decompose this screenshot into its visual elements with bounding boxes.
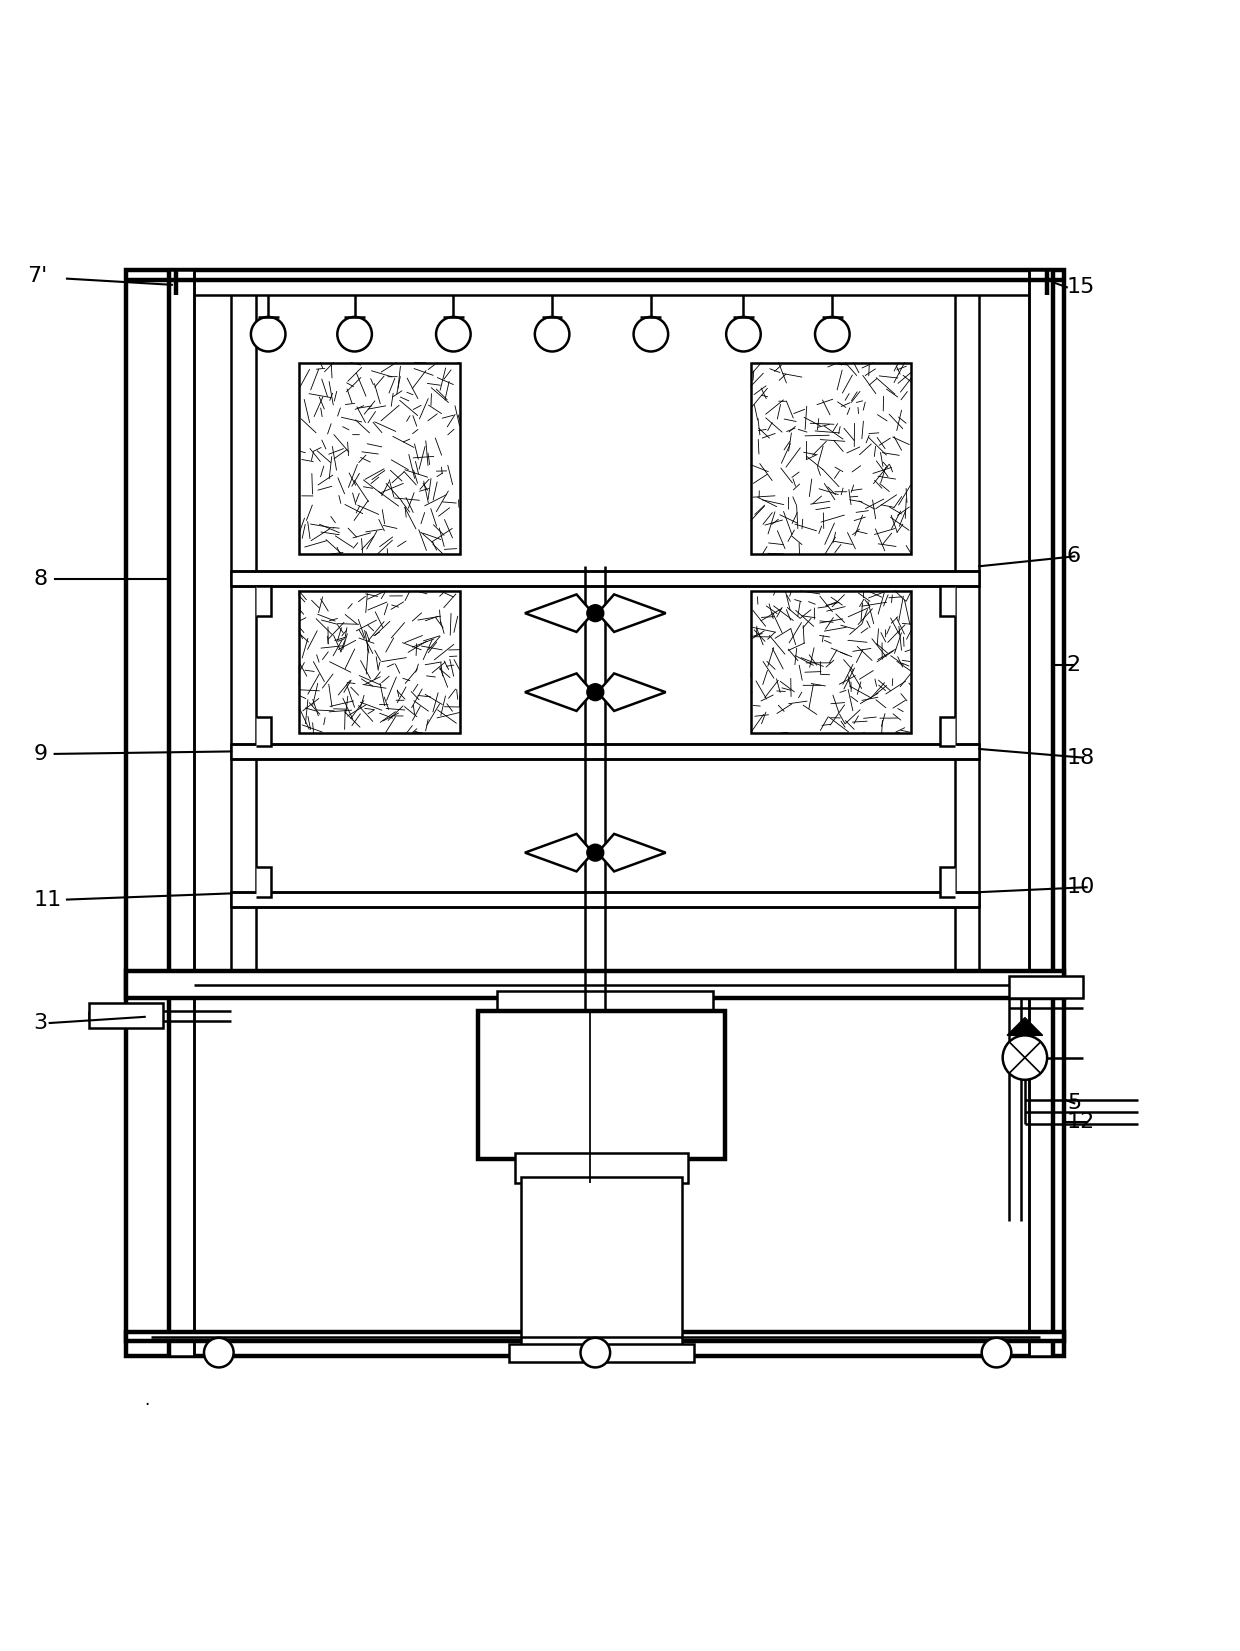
- Bar: [508, 1344, 694, 1362]
- Polygon shape: [1007, 1017, 1043, 1035]
- Text: .: .: [145, 1390, 150, 1408]
- Text: 15: 15: [1066, 277, 1095, 297]
- Circle shape: [982, 1337, 1012, 1367]
- Polygon shape: [598, 594, 666, 632]
- Polygon shape: [525, 674, 593, 712]
- Bar: [751, 363, 911, 555]
- Circle shape: [250, 317, 285, 352]
- Polygon shape: [255, 717, 270, 746]
- Polygon shape: [598, 834, 666, 872]
- Polygon shape: [525, 594, 593, 632]
- Text: 11: 11: [33, 890, 62, 910]
- Polygon shape: [598, 674, 666, 712]
- Circle shape: [534, 317, 569, 352]
- Text: 2: 2: [1066, 655, 1081, 675]
- Bar: [479, 1010, 725, 1159]
- Polygon shape: [940, 586, 955, 616]
- Bar: [126, 1332, 1064, 1342]
- Bar: [536, 1010, 672, 1038]
- Text: 5: 5: [1066, 1093, 1081, 1113]
- Bar: [231, 892, 980, 906]
- Bar: [496, 991, 713, 1014]
- Bar: [521, 1177, 682, 1351]
- Text: 7': 7': [27, 266, 47, 286]
- Text: 8: 8: [33, 568, 48, 589]
- Circle shape: [436, 317, 471, 352]
- Circle shape: [587, 844, 604, 862]
- Polygon shape: [525, 834, 593, 872]
- Circle shape: [634, 317, 668, 352]
- Bar: [89, 1004, 164, 1029]
- Bar: [231, 745, 980, 759]
- Bar: [751, 591, 911, 733]
- Circle shape: [580, 1337, 610, 1367]
- Polygon shape: [255, 586, 270, 616]
- Bar: [231, 571, 980, 586]
- Bar: [299, 363, 460, 555]
- Text: 10: 10: [1066, 877, 1095, 896]
- Text: 9: 9: [33, 745, 48, 764]
- Circle shape: [587, 604, 604, 622]
- Bar: [126, 971, 1064, 999]
- Bar: [1029, 271, 1053, 1357]
- Bar: [170, 271, 195, 1357]
- Bar: [299, 591, 460, 733]
- Polygon shape: [940, 867, 955, 896]
- Polygon shape: [255, 867, 270, 896]
- Polygon shape: [940, 717, 955, 746]
- Circle shape: [815, 317, 849, 352]
- Text: 3: 3: [33, 1014, 48, 1034]
- Circle shape: [1003, 1035, 1047, 1080]
- Circle shape: [205, 1337, 233, 1367]
- Text: 18: 18: [1066, 748, 1095, 768]
- Text: 12: 12: [1066, 1111, 1095, 1133]
- Circle shape: [727, 317, 760, 352]
- Circle shape: [587, 684, 604, 700]
- Text: 6: 6: [1066, 546, 1081, 566]
- Bar: [1009, 976, 1083, 999]
- Bar: [515, 1152, 688, 1184]
- Circle shape: [337, 317, 372, 352]
- Bar: [126, 271, 1064, 1357]
